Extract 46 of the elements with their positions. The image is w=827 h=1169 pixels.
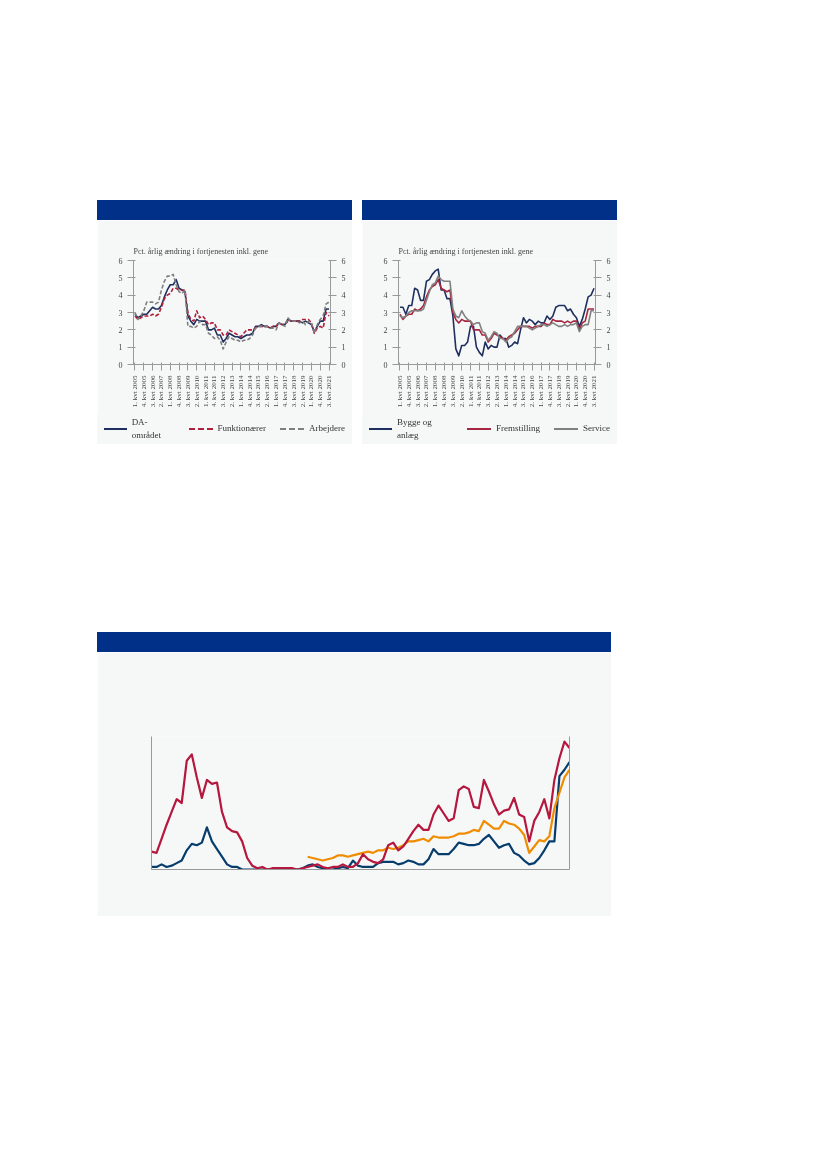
y-tick-label: 5 <box>118 273 123 283</box>
y2-tick-label: 0 <box>341 360 346 370</box>
y-tick-label: 3 <box>383 308 388 318</box>
legend-item: Arbejdere <box>280 416 345 442</box>
y-axis-title: Pct. årlig ændring i fortjenesten inkl. gene <box>133 246 269 256</box>
line-series <box>134 278 330 343</box>
y-tick-label: 4 <box>118 291 123 301</box>
y-tick-label: 2 <box>383 325 388 335</box>
legend-item: Bygge og anlæg <box>369 416 453 442</box>
legend-label: Funktionærer <box>217 422 267 436</box>
line-series <box>134 287 330 338</box>
legend-item: Service <box>554 416 610 442</box>
y2-tick-label: 4 <box>606 291 611 301</box>
y-tick-label: 1 <box>383 343 388 353</box>
legend-label: Bygge og anlæg <box>396 416 433 442</box>
legend-label: DA-området <box>131 416 163 442</box>
y2-tick-label: 3 <box>606 308 611 318</box>
y-axis-title: Pct. årlig ændring i fortjenesten inkl. gene <box>398 246 534 256</box>
legend-label: Service <box>583 422 610 436</box>
legend-item: Fremstilling <box>467 416 540 442</box>
y-tick-label: 5 <box>383 273 388 283</box>
y-tick-label: 3 <box>118 308 123 318</box>
y-tick-label: 0 <box>118 360 123 370</box>
y2-tick-label: 5 <box>606 273 611 283</box>
y2-tick-label: 2 <box>341 325 346 335</box>
y-tick-label: 1 <box>118 343 123 353</box>
legend-item: Funktionærer <box>188 416 266 442</box>
y2-tick-label: 6 <box>341 256 346 266</box>
y-tick-label: 4 <box>383 291 388 301</box>
y2-tick-label: 5 <box>341 273 346 283</box>
legend-item: DA-området <box>104 416 175 442</box>
y-tick-label: 6 <box>118 256 123 266</box>
y2-tick-label: 4 <box>341 291 346 301</box>
y-tick-label: 2 <box>118 325 123 335</box>
y2-tick-label: 1 <box>341 343 346 353</box>
y2-tick-label: 0 <box>606 360 611 370</box>
y-tick-label: 6 <box>383 256 388 266</box>
y2-tick-label: 1 <box>606 343 611 353</box>
y2-tick-label: 6 <box>606 256 611 266</box>
legend-label: Fremstilling <box>495 422 540 436</box>
legend-label: Arbejdere <box>309 422 345 436</box>
line-series <box>134 273 330 350</box>
line-series <box>399 268 595 357</box>
y2-tick-label: 2 <box>606 325 611 335</box>
y2-tick-label: 3 <box>341 308 346 318</box>
y-tick-label: 0 <box>383 360 388 370</box>
